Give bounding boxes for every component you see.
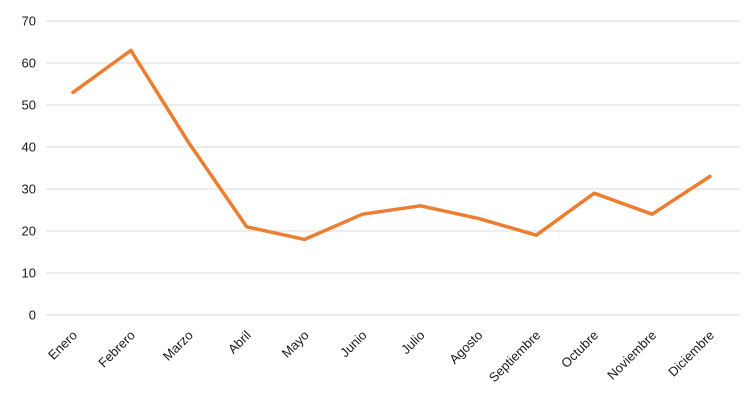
x-tick-label: Julio bbox=[398, 328, 428, 358]
data-point-enero bbox=[71, 90, 75, 94]
data-point-mayo bbox=[303, 237, 307, 241]
data-point-junio bbox=[361, 212, 365, 216]
x-tick-label: Octubre bbox=[558, 328, 601, 371]
y-tick-label: 30 bbox=[22, 182, 36, 197]
gridlines bbox=[46, 20, 740, 316]
data-point-abril bbox=[245, 225, 249, 229]
x-tick-label: Febrero bbox=[95, 328, 138, 371]
x-tick-label: Agosto bbox=[446, 328, 485, 367]
x-tick-label: Diciembre bbox=[665, 328, 717, 380]
y-tick-label: 0 bbox=[29, 308, 36, 323]
y-axis-tick-labels: 0 10 20 30 40 50 60 70 bbox=[22, 14, 36, 323]
y-tick-label: 60 bbox=[22, 56, 36, 71]
data-point-diciembre bbox=[708, 174, 712, 178]
x-tick-label: Mayo bbox=[279, 328, 312, 361]
y-tick-label: 20 bbox=[22, 224, 36, 239]
y-tick-label: 40 bbox=[22, 140, 36, 155]
data-point-febrero bbox=[129, 48, 133, 52]
data-point-julio bbox=[418, 204, 422, 208]
y-tick-label: 50 bbox=[22, 98, 36, 113]
data-point-marzo bbox=[187, 141, 191, 145]
data-point-noviembre bbox=[650, 212, 654, 216]
y-tick-label: 10 bbox=[22, 266, 36, 281]
x-tick-label: Enero bbox=[45, 328, 80, 363]
x-tick-label: Septiembre bbox=[486, 328, 544, 386]
data-point-septiembre bbox=[534, 233, 538, 237]
x-tick-label: Noviembre bbox=[604, 328, 659, 383]
y-tick-label: 70 bbox=[22, 14, 36, 29]
series-group bbox=[71, 48, 712, 242]
x-tick-label: Abril bbox=[225, 327, 254, 356]
x-tick-label: Marzo bbox=[160, 328, 196, 364]
data-point-agosto bbox=[476, 216, 480, 220]
data-point-octubre bbox=[592, 191, 596, 195]
x-tick-label: Junio bbox=[337, 328, 370, 361]
series-line bbox=[71, 48, 712, 242]
x-axis-tick-labels: Enero Febrero Marzo Abril Mayo Junio Julio Agos… bbox=[45, 327, 717, 385]
